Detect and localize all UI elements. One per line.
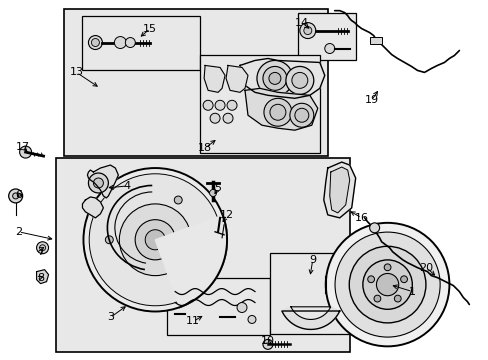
Circle shape [13, 193, 19, 199]
Circle shape [83, 168, 226, 311]
Polygon shape [203, 66, 224, 92]
Circle shape [209, 189, 216, 197]
Circle shape [400, 276, 407, 283]
Circle shape [91, 39, 99, 46]
Text: 14: 14 [294, 18, 308, 28]
Circle shape [114, 37, 126, 49]
Circle shape [226, 100, 237, 110]
Circle shape [119, 204, 191, 276]
Circle shape [269, 104, 285, 120]
Bar [167, 278, 269, 336]
Circle shape [135, 220, 175, 260]
Circle shape [89, 174, 221, 306]
Circle shape [20, 146, 32, 158]
Circle shape [263, 67, 286, 90]
Circle shape [37, 242, 48, 254]
Circle shape [285, 67, 313, 94]
Text: 19: 19 [364, 95, 378, 105]
Bar [200, 55, 319, 153]
Circle shape [362, 260, 411, 309]
Circle shape [369, 223, 379, 233]
Circle shape [256, 60, 292, 96]
Polygon shape [323, 162, 355, 218]
Circle shape [367, 276, 374, 283]
Text: 10: 10 [261, 336, 274, 346]
Text: 17: 17 [16, 142, 30, 152]
Text: 20: 20 [419, 263, 433, 273]
Text: 16: 16 [354, 213, 368, 223]
Text: 18: 18 [198, 143, 212, 153]
Circle shape [9, 189, 22, 203]
Circle shape [174, 196, 182, 204]
Circle shape [174, 275, 182, 283]
Circle shape [88, 36, 102, 50]
Text: 3: 3 [107, 312, 114, 323]
Text: 1: 1 [408, 287, 415, 297]
Text: 6: 6 [15, 190, 22, 200]
Circle shape [263, 339, 272, 349]
Circle shape [223, 113, 233, 123]
Text: 2: 2 [15, 227, 22, 237]
Circle shape [203, 100, 213, 110]
Circle shape [334, 232, 439, 337]
Text: 15: 15 [143, 24, 157, 33]
Text: 12: 12 [220, 210, 234, 220]
Circle shape [294, 108, 308, 122]
Bar [369, 37, 381, 44]
Text: 7: 7 [37, 247, 44, 257]
Circle shape [324, 44, 334, 54]
Circle shape [393, 295, 400, 302]
Text: 8: 8 [37, 273, 44, 283]
Bar [63, 9, 327, 156]
Circle shape [348, 246, 425, 323]
Text: 13: 13 [69, 67, 83, 77]
Polygon shape [225, 66, 247, 92]
Circle shape [289, 103, 313, 127]
Text: 5: 5 [214, 183, 221, 193]
Circle shape [299, 23, 315, 39]
Circle shape [291, 72, 307, 88]
Circle shape [210, 113, 220, 123]
Circle shape [325, 223, 448, 346]
Polygon shape [155, 215, 226, 307]
Text: 11: 11 [186, 316, 200, 327]
Circle shape [373, 295, 380, 302]
Polygon shape [329, 167, 349, 213]
Circle shape [88, 173, 108, 193]
Circle shape [40, 245, 45, 251]
Circle shape [237, 302, 246, 312]
Circle shape [247, 315, 255, 323]
Polygon shape [87, 165, 118, 198]
Circle shape [268, 72, 280, 84]
Circle shape [384, 264, 390, 271]
Polygon shape [281, 307, 339, 329]
Text: 9: 9 [308, 255, 316, 265]
Bar [56, 158, 349, 352]
Circle shape [93, 178, 103, 188]
Circle shape [145, 230, 165, 250]
Bar [82, 15, 200, 71]
Polygon shape [37, 270, 48, 284]
Circle shape [215, 100, 224, 110]
Circle shape [105, 236, 113, 244]
Circle shape [264, 98, 291, 126]
Polygon shape [82, 197, 103, 218]
Bar [269, 253, 351, 334]
Circle shape [303, 27, 311, 35]
Circle shape [125, 37, 135, 48]
Polygon shape [240, 58, 324, 98]
Circle shape [376, 274, 398, 296]
Bar [297, 13, 355, 60]
Polygon shape [244, 88, 317, 130]
Text: 4: 4 [123, 181, 131, 191]
